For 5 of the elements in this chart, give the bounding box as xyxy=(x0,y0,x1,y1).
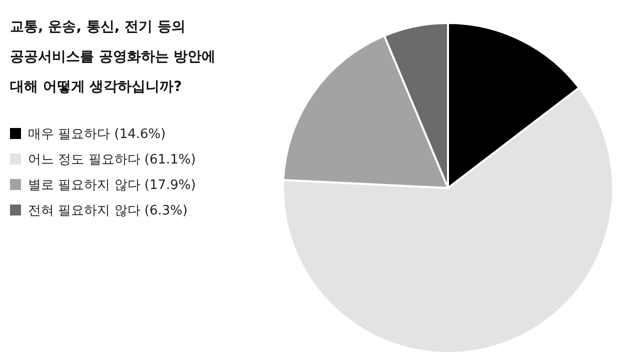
text: 교통, 운송, 통신, 전기 등의 공공서비스를 공영화하는 방안에 대해 어떻게 생각하십니까? xyxy=(10,19,216,95)
legend-label: 별로 필요하지 않다 (17.9%) xyxy=(28,178,196,193)
legend-label: 어느 정도 필요하다 (61.1%) xyxy=(28,152,196,168)
legend-label: 매우 필요하다 (14.6%) xyxy=(28,127,166,142)
legend-label: 전혀 필요하지 않다 (6.3%) xyxy=(28,204,188,218)
